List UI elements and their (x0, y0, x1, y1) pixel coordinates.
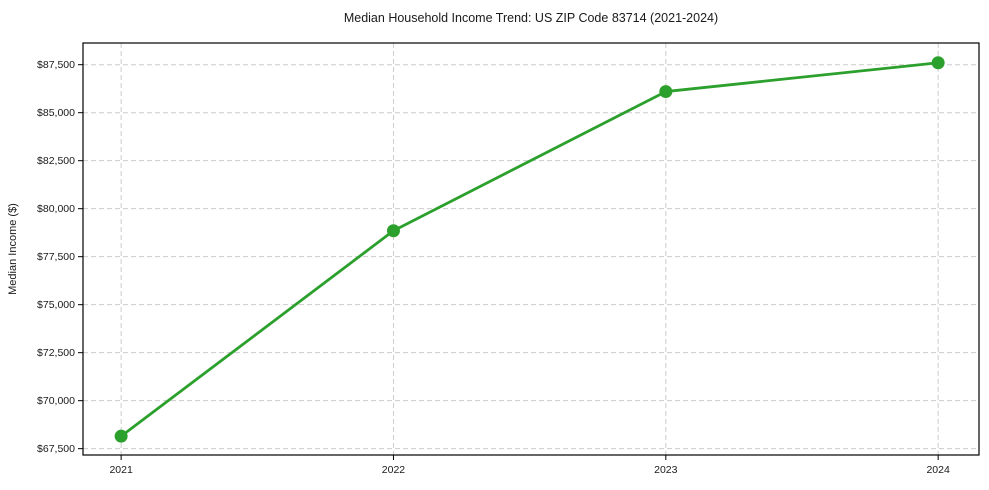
data-point-2021 (114, 429, 128, 443)
x-tick-label: 2022 (382, 464, 406, 476)
x-tick-label: 2023 (654, 464, 678, 476)
axis-ticks: 2021 2022 2023 2024 $67,500 $70,000 $72,500 $75… (37, 59, 950, 476)
y-tick-label: $67,500 (37, 443, 75, 455)
plot-border (82, 42, 980, 456)
y-tick-label: $87,500 (37, 59, 75, 71)
y-tick-label: $82,500 (37, 155, 75, 167)
y-tick-label: $72,500 (37, 347, 75, 359)
data-point-2022 (386, 224, 400, 238)
gridlines (83, 43, 979, 455)
y-axis-label: Median Income ($) (7, 203, 19, 295)
y-tick-label: $77,500 (37, 251, 75, 263)
y-tick-label: $80,000 (37, 203, 75, 215)
data-point-2024 (931, 56, 945, 70)
y-tick-label: $70,000 (37, 395, 75, 407)
trend-line (119, 61, 940, 438)
data-series (114, 56, 945, 443)
x-tick-label: 2021 (109, 464, 133, 476)
y-tick-label: $85,000 (37, 107, 75, 119)
y-tick-label: $75,000 (37, 299, 75, 311)
x-tick-label: 2024 (926, 464, 950, 476)
data-point-2023 (659, 85, 673, 99)
chart-title: Median Household Income Trend: US ZIP Co… (344, 11, 718, 25)
